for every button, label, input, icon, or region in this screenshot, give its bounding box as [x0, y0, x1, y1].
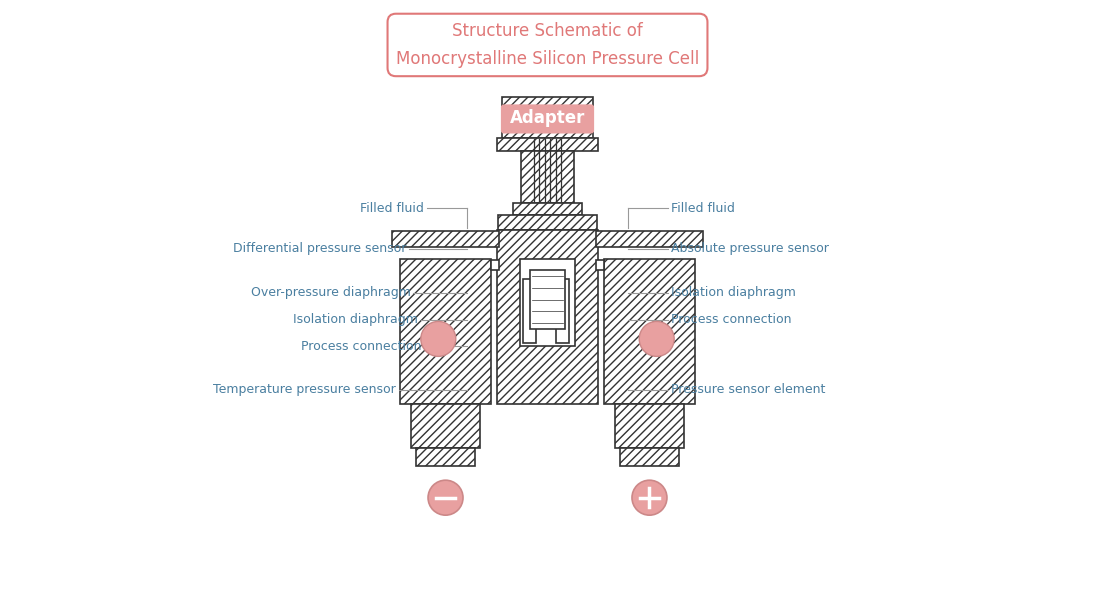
Circle shape	[639, 322, 675, 356]
Text: Differential pressure sensor: Differential pressure sensor	[233, 242, 406, 255]
Text: Over-pressure diaphragm: Over-pressure diaphragm	[251, 286, 411, 299]
FancyBboxPatch shape	[500, 105, 595, 134]
Bar	[416, 448, 474, 466]
Text: Process connection: Process connection	[671, 313, 792, 326]
Bar	[596, 231, 703, 247]
Bar	[520, 259, 575, 346]
Bar	[411, 404, 481, 448]
Bar	[496, 138, 599, 151]
Text: Process connection: Process connection	[301, 340, 422, 353]
Text: Temperature pressure sensor: Temperature pressure sensor	[214, 384, 396, 397]
Bar	[491, 260, 499, 271]
Text: Pressure sensor element: Pressure sensor element	[671, 384, 826, 397]
Bar	[604, 259, 694, 404]
Text: Absolute pressure sensor: Absolute pressure sensor	[671, 242, 829, 255]
Bar	[512, 203, 583, 215]
Bar	[496, 230, 599, 404]
Bar	[614, 404, 684, 448]
Bar	[392, 231, 499, 247]
Text: Filled fluid: Filled fluid	[360, 202, 424, 215]
Circle shape	[632, 480, 667, 515]
Text: Adapter: Adapter	[510, 109, 585, 127]
Bar	[498, 215, 597, 230]
Circle shape	[420, 322, 456, 356]
Bar	[596, 260, 604, 271]
Text: Filled fluid: Filled fluid	[671, 202, 735, 215]
Bar	[556, 279, 569, 343]
Bar	[503, 98, 592, 138]
Bar	[530, 271, 565, 329]
Bar	[401, 259, 491, 404]
Circle shape	[428, 480, 463, 515]
Text: Isolation diaphragm: Isolation diaphragm	[293, 313, 418, 326]
Text: Isolation diaphragm: Isolation diaphragm	[671, 286, 796, 299]
Bar	[523, 279, 535, 343]
Text: Structure Schematic of
Monocrystalline Silicon Pressure Cell: Structure Schematic of Monocrystalline S…	[396, 22, 699, 68]
Bar	[521, 151, 574, 203]
Bar	[621, 448, 679, 466]
